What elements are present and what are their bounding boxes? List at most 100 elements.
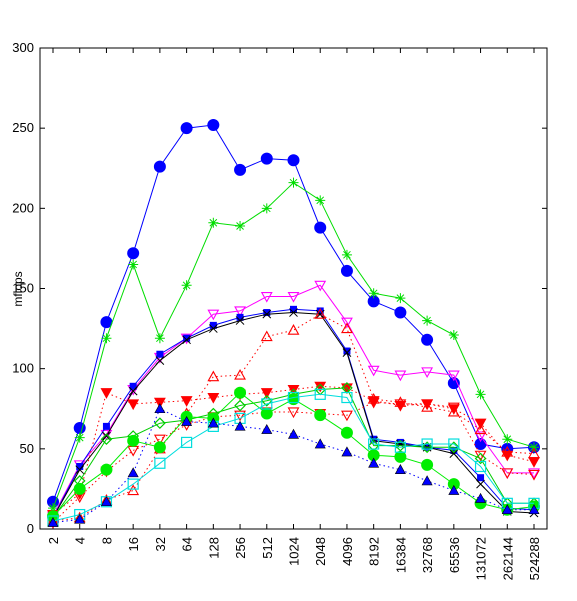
series-11-point-15: [448, 484, 460, 495]
series-6-point-18: [528, 457, 540, 468]
series-9-point-8: [260, 407, 273, 420]
series-1-line: [52, 182, 535, 509]
series-0-point-11: [340, 264, 353, 277]
series-6-point-4: [153, 397, 166, 409]
series-7-point-13: [394, 399, 407, 411]
series-11-point-0: [47, 516, 59, 527]
x-tick-label: 65536: [447, 537, 462, 573]
series-4-point-11: [342, 348, 352, 357]
series-6-point-8: [260, 388, 273, 399]
series-11-point-6: [207, 417, 219, 428]
series-2-point-8: [260, 291, 273, 303]
series-7-point-11: [341, 410, 353, 422]
x-tick-label: 8192: [367, 537, 382, 566]
series-10: [47, 388, 540, 527]
series-2-point-12: [367, 365, 380, 377]
series-10-line: [52, 393, 534, 522]
series-11-point-13: [394, 464, 406, 474]
series-1-point-18: [529, 442, 539, 453]
series-7: [47, 397, 540, 529]
series-1-point-9: [288, 177, 299, 188]
y-tick-label: 50: [20, 441, 34, 456]
series-11: [47, 403, 540, 527]
series-1-point-13: [395, 293, 406, 304]
series-11-point-2: [100, 496, 112, 507]
series-7-point-18: [528, 469, 540, 481]
series-5-point-14: [421, 401, 434, 412]
series-7-point-4: [153, 434, 166, 446]
y-tick-label: 250: [12, 120, 34, 135]
series-6-point-12: [367, 396, 380, 407]
series-4-point-6: [208, 324, 218, 333]
series-7-point-17: [501, 468, 514, 480]
series-5-point-8: [260, 330, 273, 342]
series-5-point-9: [287, 324, 300, 335]
series-7-point-3: [127, 445, 140, 457]
series-6-point-3: [127, 399, 140, 411]
series-2-point-6: [207, 309, 220, 321]
x-tick-label: 32: [153, 537, 168, 551]
series-3-point-3: [129, 382, 137, 390]
series-3-point-4: [156, 350, 164, 358]
x-tick-label: 4096: [340, 537, 355, 566]
series-11-point-18: [528, 504, 540, 515]
series-9-point-2: [100, 463, 113, 476]
y-tick-label: 100: [12, 361, 34, 376]
series-2-point-13: [394, 370, 407, 382]
series-2-point-2: [100, 429, 113, 441]
series-2-point-10: [314, 280, 327, 292]
series-4-line: [52, 311, 535, 519]
series-1-point-7: [235, 220, 246, 231]
y-tick-label: 300: [12, 40, 34, 55]
x-tick-label: 16: [126, 537, 141, 551]
series-4-point-8: [262, 309, 272, 319]
series-4-point-10: [315, 309, 325, 319]
series-10-point-14: [421, 438, 433, 450]
series-9-point-1: [73, 482, 86, 495]
series-9-point-10: [314, 409, 327, 422]
series-0-point-10: [314, 221, 327, 234]
series-7-point-14: [421, 399, 434, 411]
series-2-point-14: [421, 367, 434, 379]
y-tick-label: 150: [12, 281, 34, 296]
x-tick-label: 16384: [393, 537, 408, 573]
x-tick-label: 8: [99, 537, 114, 544]
series-0: [47, 118, 540, 508]
series-11-point-3: [127, 467, 139, 478]
x-tick-label: 131072: [474, 537, 489, 580]
series-10-point-10: [314, 388, 326, 400]
series-1-point-11: [341, 249, 352, 260]
series-1-point-5: [181, 280, 192, 291]
series-0-point-9: [287, 154, 300, 167]
series-8-point-15: [447, 441, 460, 454]
series-4-point-7: [235, 316, 245, 325]
x-tick-label: 4: [73, 537, 88, 544]
series-5-point-6: [207, 370, 220, 382]
series-3-point-2: [102, 422, 110, 430]
series-0-point-8: [260, 152, 273, 165]
series-1-point-3: [128, 259, 139, 270]
series-5-point-11: [341, 322, 353, 334]
series-5-point-7: [234, 368, 246, 380]
series-10-point-16: [474, 460, 487, 473]
series-2-point-18: [528, 468, 540, 480]
series-2-point-7: [234, 306, 246, 318]
series-11-line: [52, 408, 534, 524]
series-1-point-4: [154, 333, 165, 344]
y-axis-label: mflops: [11, 271, 25, 306]
x-tick-label: 128: [206, 537, 221, 559]
series-7-line: [52, 401, 535, 523]
series-8-point-13: [394, 439, 407, 452]
x-tick-label: 1024: [287, 537, 302, 566]
series-1-point-16: [475, 389, 486, 400]
series-11-point-16: [475, 492, 487, 503]
series-6-point-16: [474, 418, 487, 430]
x-tick-label: 262144: [500, 537, 515, 580]
series-8-point-7: [234, 399, 246, 412]
series-11-point-4: [154, 403, 166, 414]
series-0-point-7: [234, 163, 247, 176]
series-0-point-3: [127, 247, 140, 260]
series-11-point-1: [74, 513, 86, 524]
series-5-point-15: [447, 405, 460, 417]
series-10-point-13: [394, 441, 406, 453]
